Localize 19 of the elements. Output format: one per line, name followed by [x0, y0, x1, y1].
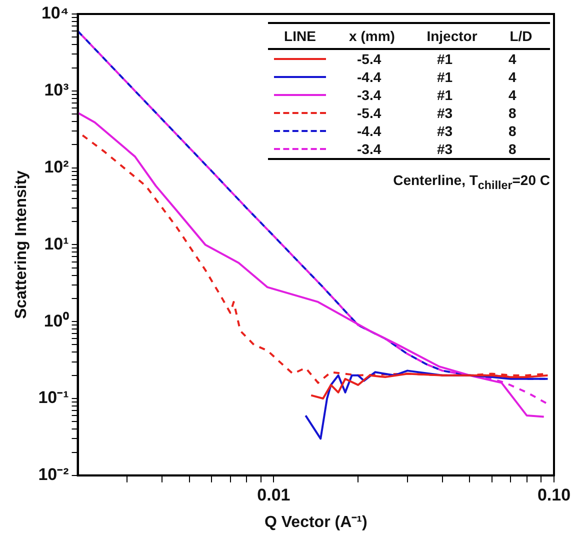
- text: LINE x (mm) Injector L/D: [284, 28, 532, 44]
- y-tick-label: 10⁻¹: [38, 388, 70, 408]
- legend-label: -3.4 #3 8: [356, 141, 516, 157]
- legend-label: -5.4 #3 8: [356, 105, 516, 121]
- legend-label: -4.4 #1 4: [356, 69, 516, 85]
- legend-label: -3.4 #1 4: [356, 87, 516, 103]
- y-tick-label: 10¹: [44, 234, 70, 254]
- y-tick-label: 10²: [44, 157, 70, 176]
- y-tick-label: 10⁰: [44, 311, 69, 330]
- y-tick-label: 10⁴: [41, 4, 69, 23]
- y-tick-label: 10³: [44, 80, 70, 100]
- y-axis-title: Scattering Intensity: [13, 170, 30, 319]
- legend-label: -5.4 #1 4: [356, 51, 516, 67]
- x-tick-label: 0.10: [537, 485, 571, 504]
- x-tick-label: 0.01: [257, 485, 290, 504]
- x-axis-title: Q Vector (A⁻¹): [264, 514, 368, 531]
- annotation: Centerline, T$_{chiller}$=20 C: [392, 172, 550, 192]
- y-tick-label: 10⁻²: [38, 465, 70, 484]
- legend-label: -4.4 #3 8: [356, 123, 516, 139]
